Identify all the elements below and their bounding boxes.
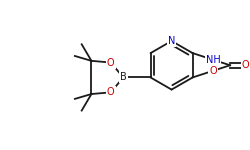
Text: O: O [107,58,114,68]
Text: O: O [107,87,114,97]
Text: N: N [168,36,175,46]
Text: B: B [120,72,127,83]
Text: O: O [242,60,250,70]
Text: NH: NH [206,55,220,65]
Text: O: O [209,66,217,76]
